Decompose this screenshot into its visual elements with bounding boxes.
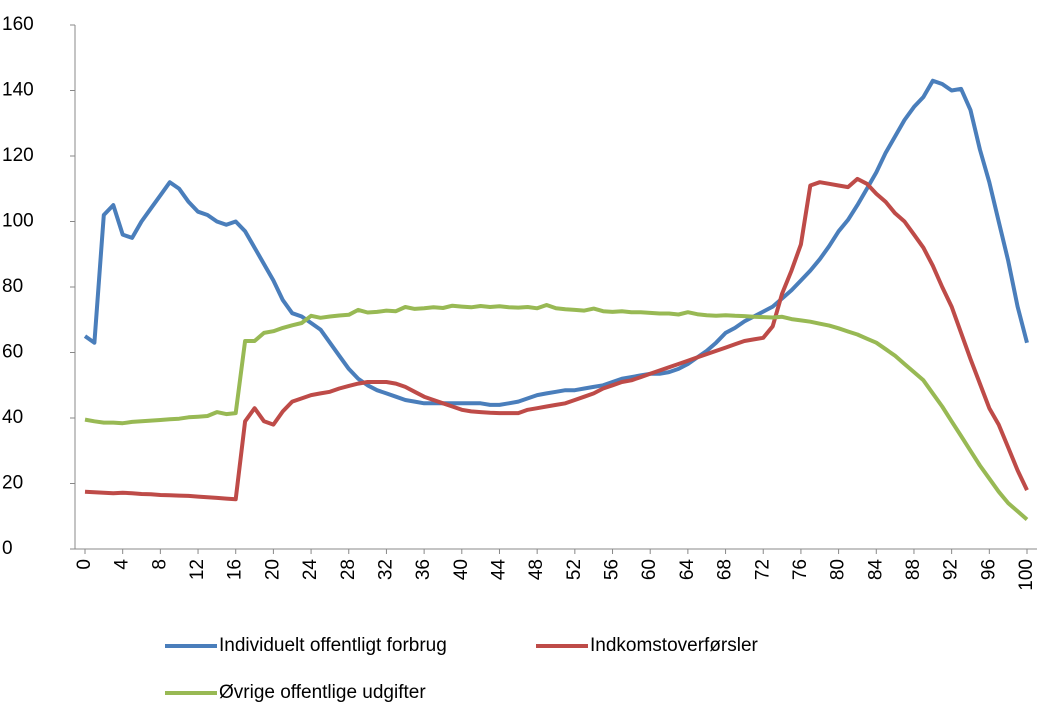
y-tick-label: 80 [2, 276, 23, 297]
x-tick-label: 24 [300, 559, 321, 581]
x-tick-label: 72 [752, 559, 773, 580]
x-tick-label: 0 [74, 559, 95, 570]
y-tick-label: 0 [2, 538, 13, 559]
x-tick-label: 12 [187, 559, 208, 580]
x-tick-label: 4 [112, 559, 133, 570]
x-tick-label: 52 [564, 559, 585, 580]
x-tick-label: 16 [225, 559, 246, 580]
y-tick-label: 40 [2, 407, 23, 428]
x-tick-label: 96 [978, 559, 999, 580]
y-tick-label: 120 [2, 145, 34, 166]
x-tick-label: 56 [602, 559, 623, 580]
y-tick-label: 100 [2, 211, 34, 232]
x-tick-label: 68 [715, 559, 736, 580]
y-tick-label: 140 [2, 80, 34, 101]
x-tick-label: 80 [828, 559, 849, 580]
x-tick-label: 60 [639, 559, 660, 580]
x-tick-label: 76 [790, 559, 811, 580]
x-tick-label: 20 [262, 559, 283, 580]
x-tick-label: 84 [865, 559, 886, 581]
x-tick-label: 36 [413, 559, 434, 580]
legend-label: Øvrige offentlige udgifter [219, 682, 426, 703]
y-tick-label: 20 [2, 473, 23, 494]
x-tick-label: 40 [451, 559, 472, 580]
series-line [84, 303, 1029, 522]
x-tick-label: 100 [1016, 559, 1037, 591]
x-tick-label: 92 [941, 559, 962, 580]
series-line [84, 176, 1029, 502]
y-tick-label: 60 [2, 342, 23, 363]
y-tick-label: 160 [2, 14, 34, 35]
x-tick-label: 64 [677, 559, 698, 581]
x-tick-label: 8 [149, 559, 170, 570]
x-tick-label: 48 [526, 559, 547, 580]
legend-label: Individuelt offentligt forbrug [219, 635, 447, 656]
x-tick-label: 32 [375, 559, 396, 580]
x-tick-label: 44 [488, 559, 509, 581]
legend-label: Indkomstoverførsler [590, 635, 759, 656]
series-line [83, 78, 1029, 407]
x-tick-label: 88 [903, 559, 924, 580]
x-tick-label: 28 [338, 559, 359, 580]
